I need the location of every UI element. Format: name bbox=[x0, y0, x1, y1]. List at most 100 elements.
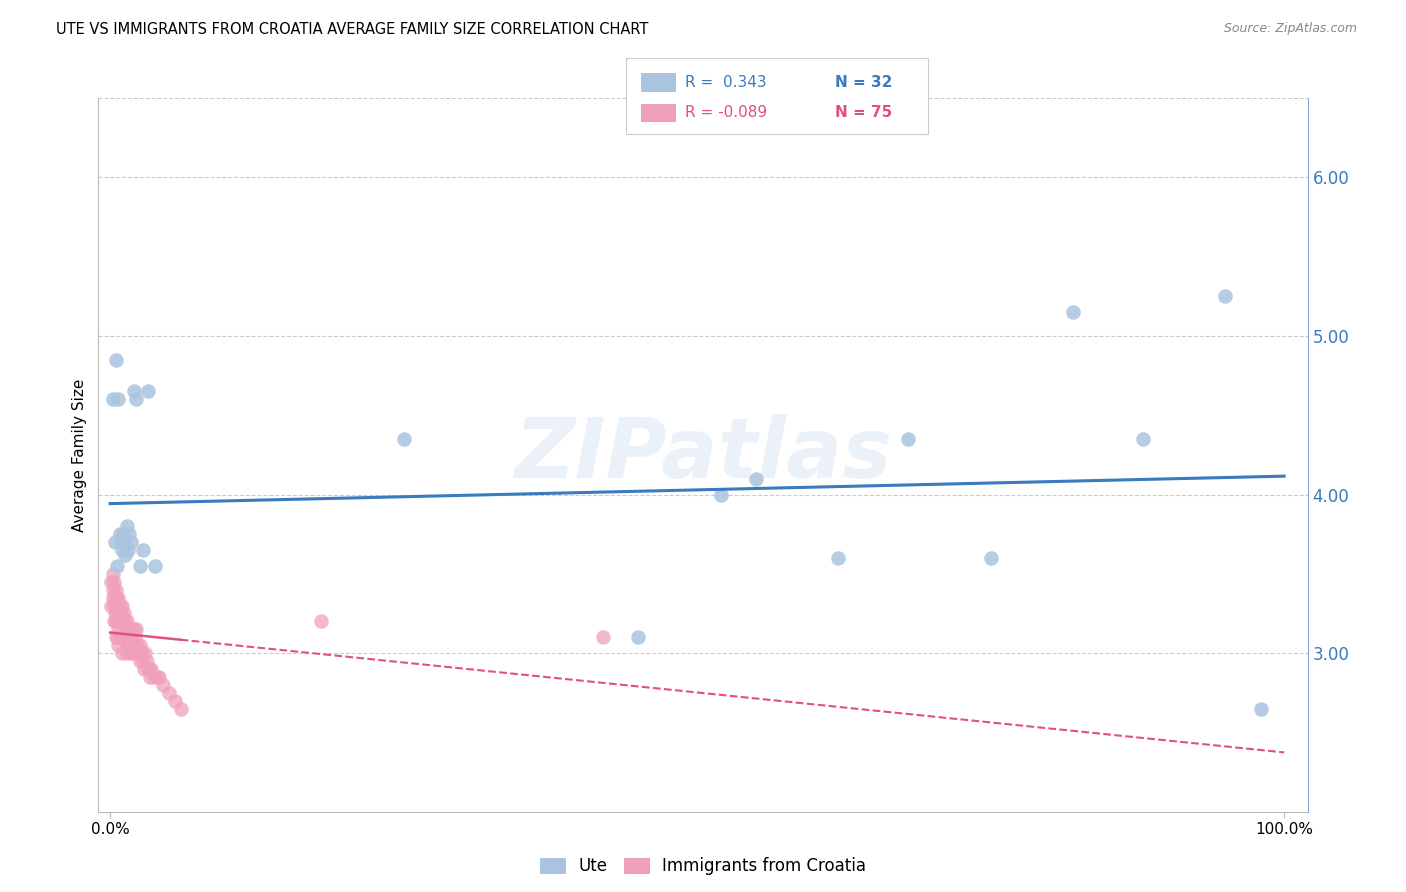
Point bbox=[112, 615, 135, 629]
Point bbox=[1062, 305, 1084, 319]
Text: N = 32: N = 32 bbox=[835, 75, 893, 90]
Point bbox=[120, 535, 142, 549]
Text: ZIPatlas: ZIPatlas bbox=[515, 415, 891, 495]
Point bbox=[710, 487, 733, 501]
Point bbox=[107, 623, 129, 637]
Point bbox=[128, 638, 150, 652]
Point bbox=[146, 670, 169, 684]
Point bbox=[143, 558, 166, 573]
Point bbox=[112, 527, 135, 541]
Point bbox=[105, 591, 128, 605]
Point bbox=[111, 646, 134, 660]
Point bbox=[128, 654, 150, 668]
Point bbox=[105, 558, 128, 573]
Point bbox=[103, 599, 125, 613]
Point bbox=[112, 630, 135, 644]
Point bbox=[128, 558, 150, 573]
Point bbox=[103, 574, 125, 589]
Point bbox=[115, 646, 138, 660]
Point bbox=[120, 630, 142, 644]
Point bbox=[1215, 289, 1237, 303]
Point bbox=[112, 630, 135, 644]
Point bbox=[142, 670, 165, 684]
Point bbox=[112, 607, 135, 621]
Point bbox=[392, 432, 415, 446]
Point bbox=[1132, 432, 1154, 446]
Point bbox=[148, 670, 170, 684]
Point bbox=[110, 607, 132, 621]
Point bbox=[122, 646, 145, 660]
Point bbox=[118, 638, 141, 652]
Legend: Ute, Immigrants from Croatia: Ute, Immigrants from Croatia bbox=[533, 851, 873, 882]
Point bbox=[139, 670, 162, 684]
Point bbox=[101, 591, 124, 605]
Point bbox=[105, 615, 128, 629]
Text: N = 75: N = 75 bbox=[835, 105, 893, 120]
Point bbox=[163, 694, 186, 708]
Point bbox=[131, 646, 153, 660]
Point bbox=[105, 599, 128, 613]
Point bbox=[117, 623, 139, 637]
Text: Source: ZipAtlas.com: Source: ZipAtlas.com bbox=[1223, 22, 1357, 36]
Point bbox=[122, 384, 145, 399]
Point bbox=[115, 519, 138, 533]
Point bbox=[104, 607, 127, 621]
Point bbox=[105, 615, 128, 629]
Point bbox=[105, 599, 128, 613]
Point bbox=[110, 630, 132, 644]
Point bbox=[105, 630, 128, 644]
Point bbox=[104, 535, 127, 549]
Point bbox=[311, 615, 333, 629]
Point bbox=[101, 566, 124, 581]
Point bbox=[120, 623, 142, 637]
Point bbox=[129, 646, 152, 660]
Y-axis label: Average Family Size: Average Family Size bbox=[72, 378, 87, 532]
Point bbox=[103, 615, 125, 629]
Point bbox=[134, 662, 156, 676]
Point bbox=[114, 630, 136, 644]
Point bbox=[105, 352, 128, 367]
Point bbox=[627, 630, 650, 644]
Point bbox=[125, 638, 148, 652]
Text: R =  0.343: R = 0.343 bbox=[685, 75, 766, 90]
Point bbox=[105, 630, 128, 644]
Point bbox=[114, 615, 136, 629]
Text: R = -0.089: R = -0.089 bbox=[685, 105, 766, 120]
Point bbox=[134, 646, 156, 660]
Point bbox=[100, 599, 122, 613]
Point bbox=[120, 646, 142, 660]
Point bbox=[121, 630, 143, 644]
Point bbox=[111, 543, 134, 558]
Point bbox=[114, 548, 136, 562]
Point bbox=[132, 654, 155, 668]
Point bbox=[118, 623, 141, 637]
Point bbox=[108, 527, 131, 541]
Point bbox=[125, 623, 148, 637]
Point bbox=[897, 432, 920, 446]
Point bbox=[136, 384, 159, 399]
Point bbox=[101, 582, 124, 597]
Point bbox=[107, 591, 129, 605]
Point bbox=[107, 607, 129, 621]
Point bbox=[127, 638, 149, 652]
Point bbox=[745, 472, 768, 486]
Point bbox=[111, 630, 134, 644]
Point bbox=[107, 638, 129, 652]
Point bbox=[122, 623, 145, 637]
Point bbox=[112, 535, 135, 549]
Point bbox=[101, 392, 124, 407]
Point bbox=[169, 701, 191, 715]
Point bbox=[108, 599, 131, 613]
Point bbox=[108, 615, 131, 629]
Point bbox=[157, 686, 180, 700]
Point bbox=[110, 535, 132, 549]
Point bbox=[135, 654, 157, 668]
Point bbox=[827, 551, 849, 566]
Point bbox=[141, 662, 163, 676]
Point bbox=[100, 574, 122, 589]
Point bbox=[980, 551, 1002, 566]
Point bbox=[117, 638, 139, 652]
Point bbox=[111, 599, 134, 613]
Point bbox=[127, 646, 149, 660]
Point bbox=[118, 527, 141, 541]
